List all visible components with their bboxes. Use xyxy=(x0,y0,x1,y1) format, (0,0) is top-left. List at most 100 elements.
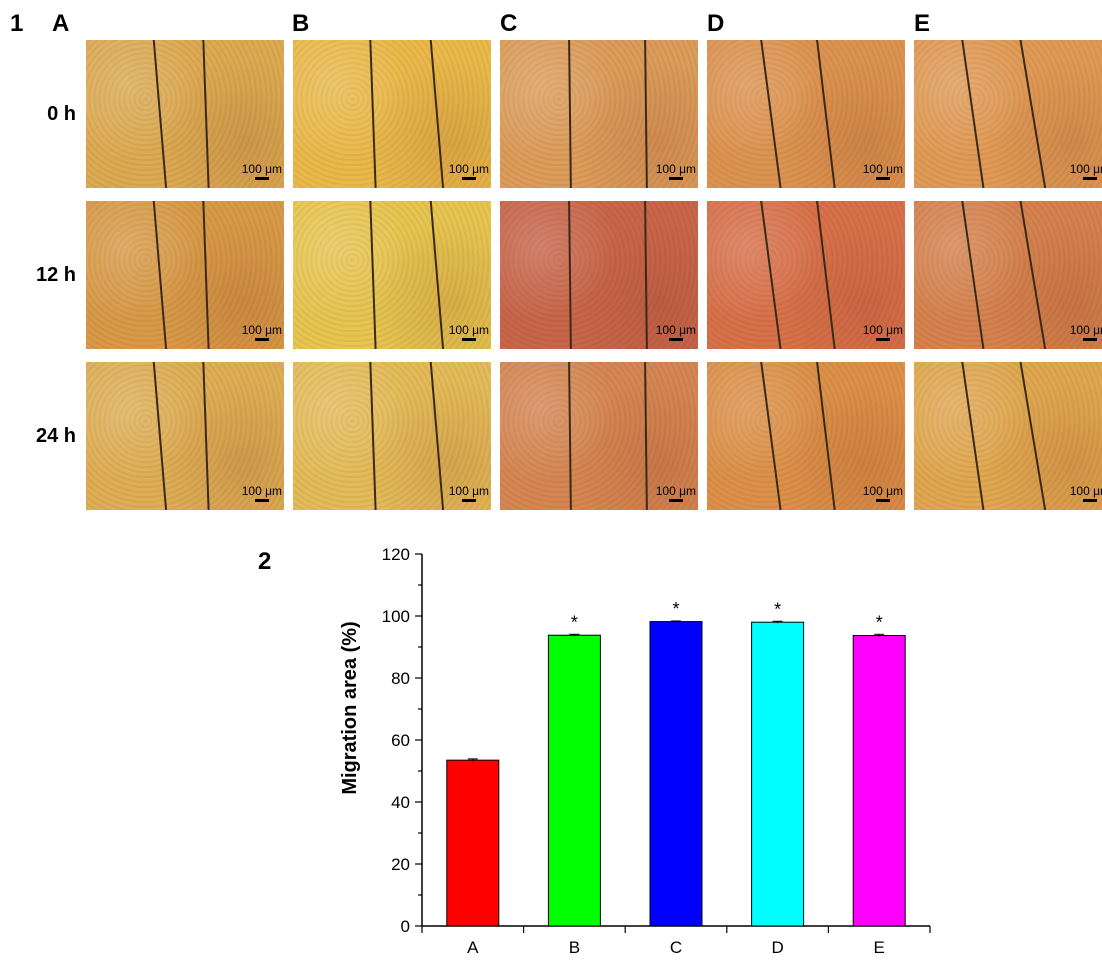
panel-2-label: 2 xyxy=(258,548,272,575)
y-tick-label: 60 xyxy=(391,731,410,750)
column-label-a: A xyxy=(52,10,70,37)
scale-bar: 100 μm xyxy=(1070,484,1102,502)
scale-bar-label: 100 μm xyxy=(448,484,489,498)
micrograph-a-2: 100 μm xyxy=(86,362,284,510)
micrograph-a-0: 100 μm xyxy=(86,40,284,188)
scale-bar: 100 μm xyxy=(449,484,489,502)
y-tick-label: 40 xyxy=(391,793,410,812)
scale-bar-label: 100 μm xyxy=(241,162,282,176)
significance-marker: * xyxy=(571,612,578,632)
x-axis: A B C D E xyxy=(421,925,931,957)
column-label-b: B xyxy=(292,10,310,37)
scale-bar-label: 100 μm xyxy=(1069,484,1102,498)
scale-bar-line xyxy=(1082,499,1097,502)
cell-texture xyxy=(86,40,284,188)
cell-texture xyxy=(707,40,905,188)
scale-bar-line xyxy=(875,177,890,180)
micrograph-e-2: 100 μm xyxy=(914,362,1102,510)
bar-d xyxy=(751,621,805,927)
scale-bar-line xyxy=(668,338,683,341)
scale-bar: 100 μm xyxy=(863,484,903,502)
cell-texture xyxy=(914,40,1102,188)
cell-texture xyxy=(293,201,491,349)
column-label-c: C xyxy=(500,10,518,37)
scale-bar: 100 μm xyxy=(656,162,696,180)
scale-bar-label: 100 μm xyxy=(655,162,696,176)
scale-bar-line xyxy=(668,499,683,502)
scale-bar-line xyxy=(254,177,269,180)
scale-bar-label: 100 μm xyxy=(862,484,903,498)
y-tick-label: 100 xyxy=(382,607,410,626)
cell-texture xyxy=(86,201,284,349)
row-label-0: 0 h xyxy=(47,103,76,125)
micrograph-b-0: 100 μm xyxy=(293,40,491,188)
scale-bar-label: 100 μm xyxy=(241,484,282,498)
row-label-1: 12 h xyxy=(35,264,76,286)
bar-c xyxy=(649,621,703,927)
scale-bar-label: 100 μm xyxy=(448,162,489,176)
x-tick-label: B xyxy=(569,938,580,957)
scale-bar: 100 μm xyxy=(242,162,282,180)
bar-b xyxy=(547,634,601,927)
scale-bar-line xyxy=(668,177,683,180)
significance-marker: * xyxy=(876,612,883,632)
cell-texture xyxy=(914,201,1102,349)
scale-bar-line xyxy=(1082,338,1097,341)
micrograph-c-2: 100 μm xyxy=(500,362,698,510)
cell-texture xyxy=(500,40,698,188)
x-tick-label: E xyxy=(874,938,885,957)
scale-bar-label: 100 μm xyxy=(448,323,489,337)
scale-bar: 100 μm xyxy=(242,323,282,341)
scale-bar: 100 μm xyxy=(656,323,696,341)
micrograph-d-1: 100 μm xyxy=(707,201,905,349)
x-tick-label: D xyxy=(771,938,783,957)
micrograph-c-1: 100 μm xyxy=(500,201,698,349)
micrograph-e-1: 100 μm xyxy=(914,201,1102,349)
bar-e xyxy=(852,635,906,927)
scale-bar-line xyxy=(461,499,476,502)
scale-bar-label: 100 μm xyxy=(655,484,696,498)
scale-bar-line xyxy=(461,338,476,341)
scale-bar-label: 100 μm xyxy=(241,323,282,337)
micrograph-b-1: 100 μm xyxy=(293,201,491,349)
bar-a xyxy=(446,759,500,927)
scale-bar: 100 μm xyxy=(863,162,903,180)
scale-bar-line xyxy=(875,499,890,502)
x-tick-label: C xyxy=(670,938,682,957)
scale-bar-line xyxy=(254,338,269,341)
scale-bar-line xyxy=(461,177,476,180)
scale-bar: 100 μm xyxy=(449,162,489,180)
column-label-d: D xyxy=(707,10,725,37)
scale-bar: 100 μm xyxy=(656,484,696,502)
row-label-2: 24 h xyxy=(35,425,76,447)
cell-texture xyxy=(500,362,698,510)
scale-bar: 100 μm xyxy=(449,323,489,341)
panel-1-label: 1 xyxy=(10,10,24,37)
scale-bar-label: 100 μm xyxy=(862,323,903,337)
bars: * * * * xyxy=(446,599,906,927)
scale-bar: 100 μm xyxy=(1070,162,1102,180)
micrograph-b-2: 100 μm xyxy=(293,362,491,510)
y-tick-label: 80 xyxy=(391,669,410,688)
x-tick-label: A xyxy=(467,938,479,957)
cell-texture xyxy=(500,201,698,349)
micrograph-d-0: 100 μm xyxy=(707,40,905,188)
cell-texture xyxy=(293,40,491,188)
scale-bar-label: 100 μm xyxy=(1069,162,1102,176)
scale-bar-label: 100 μm xyxy=(1069,323,1102,337)
micrograph-c-0: 100 μm xyxy=(500,40,698,188)
scale-bar-line xyxy=(875,338,890,341)
y-axis: 0 20 40 60 80 100 120 xyxy=(382,545,423,936)
scale-bar-line xyxy=(1082,177,1097,180)
micrograph-d-2: 100 μm xyxy=(707,362,905,510)
micrograph-a-1: 100 μm xyxy=(86,201,284,349)
scale-bar-label: 100 μm xyxy=(862,162,903,176)
cell-texture xyxy=(707,201,905,349)
y-axis-title: Migration area (%) xyxy=(339,621,361,794)
significance-marker: * xyxy=(672,599,679,619)
cell-texture xyxy=(293,362,491,510)
scale-bar-label: 100 μm xyxy=(655,323,696,337)
cell-texture xyxy=(86,362,284,510)
significance-marker: * xyxy=(774,599,781,619)
scale-bar: 100 μm xyxy=(1070,323,1102,341)
